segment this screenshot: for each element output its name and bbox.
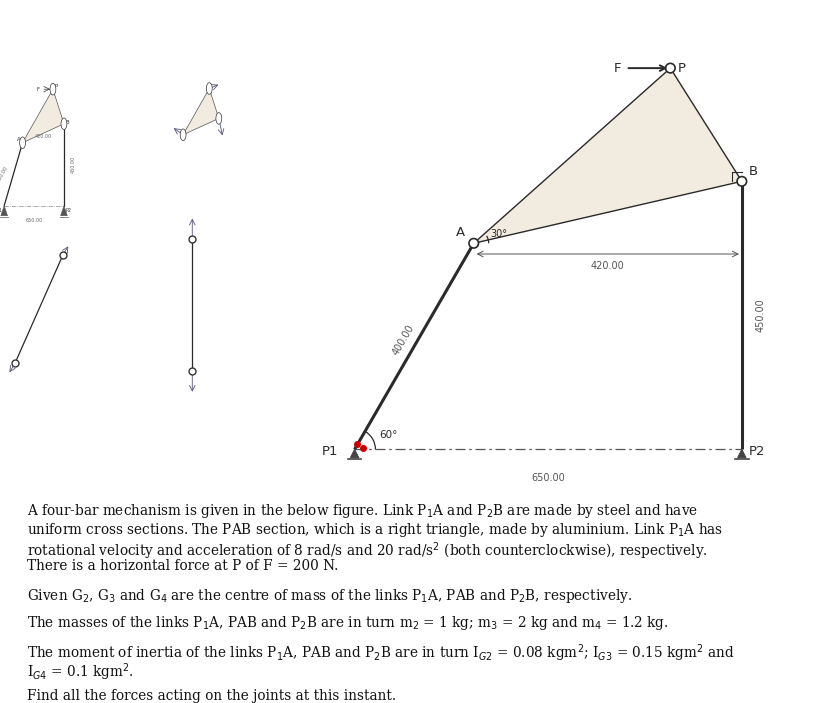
Circle shape — [469, 238, 478, 248]
Circle shape — [216, 112, 222, 124]
Text: 450.00: 450.00 — [70, 156, 75, 174]
Circle shape — [206, 83, 212, 94]
Text: F: F — [614, 62, 621, 75]
Circle shape — [181, 129, 186, 141]
Text: A: A — [18, 137, 21, 142]
Text: P: P — [54, 84, 58, 89]
Polygon shape — [350, 449, 359, 458]
Text: P1: P1 — [0, 208, 3, 214]
Text: 400.00: 400.00 — [391, 323, 416, 357]
Text: 420.00: 420.00 — [591, 261, 624, 271]
Text: Find all the forces acting on the joints at this instant.: Find all the forces acting on the joints… — [28, 689, 396, 703]
Circle shape — [20, 137, 26, 148]
Polygon shape — [1, 206, 8, 216]
Text: 420.00: 420.00 — [35, 134, 52, 138]
Text: P1: P1 — [321, 445, 338, 458]
Text: 450.00: 450.00 — [756, 299, 766, 333]
Text: 30°: 30° — [491, 228, 507, 238]
Text: P2: P2 — [749, 445, 766, 458]
Polygon shape — [474, 68, 742, 243]
Text: 60°: 60° — [380, 430, 398, 440]
Text: B: B — [65, 120, 69, 125]
Polygon shape — [183, 89, 219, 135]
Text: The moment of inertia of the links P$_1$A, PAB and P$_2$B are in turn I$_{G2}$ =: The moment of inertia of the links P$_1$… — [28, 642, 735, 664]
Polygon shape — [23, 89, 64, 143]
Text: I$_{G4}$ = 0.1 kgm$^2$.: I$_{G4}$ = 0.1 kgm$^2$. — [28, 661, 135, 683]
Circle shape — [61, 118, 67, 129]
Text: 650.00: 650.00 — [26, 219, 43, 224]
Circle shape — [665, 63, 675, 73]
Text: P: P — [677, 62, 686, 75]
Polygon shape — [737, 449, 746, 458]
Text: A four-bar mechanism is given in the below figure. Link P$_1$A and P$_2$B are ma: A four-bar mechanism is given in the bel… — [28, 502, 698, 520]
Text: rotational velocity and acceleration of 8 rad/s and 20 rad/s$^2$ (both countercl: rotational velocity and acceleration of … — [28, 540, 708, 562]
Text: A: A — [456, 226, 465, 238]
Text: 650.00: 650.00 — [532, 473, 565, 483]
Text: uniform cross sections. The PAB section, which is a right triangle, made by alum: uniform cross sections. The PAB section,… — [28, 521, 724, 539]
Text: P2: P2 — [65, 208, 72, 214]
Text: 400.00: 400.00 — [0, 166, 9, 183]
Text: F: F — [37, 86, 39, 91]
Circle shape — [737, 176, 747, 186]
Circle shape — [50, 84, 56, 95]
Text: B: B — [749, 165, 758, 178]
Text: There is a horizontal force at P of F = 200 N.: There is a horizontal force at P of F = … — [28, 559, 339, 573]
Text: The masses of the links P$_1$A, PAB and P$_2$B are in turn m$_2$ = 1 kg; m$_3$ =: The masses of the links P$_1$A, PAB and … — [28, 614, 669, 633]
Polygon shape — [61, 206, 67, 216]
Text: Given G$_2$, G$_3$ and G$_4$ are the centre of mass of the links P$_1$A, PAB and: Given G$_2$, G$_3$ and G$_4$ are the cen… — [28, 587, 633, 605]
